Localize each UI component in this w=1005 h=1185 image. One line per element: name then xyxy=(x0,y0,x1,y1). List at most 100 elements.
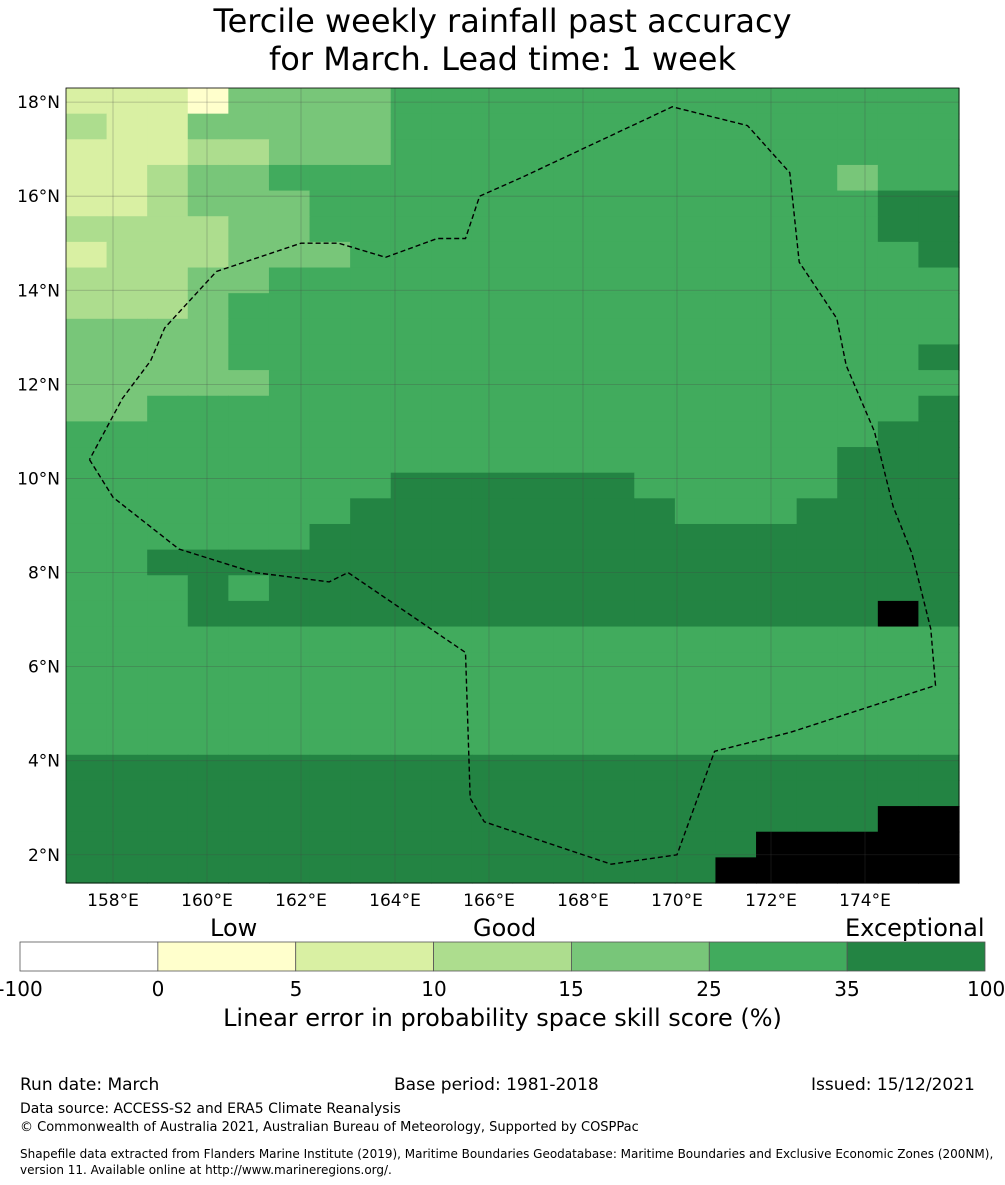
skill-cell xyxy=(309,88,351,115)
skill-cell xyxy=(147,190,189,217)
skill-cell xyxy=(66,523,108,551)
skill-cell xyxy=(715,677,757,705)
skill-cell xyxy=(877,472,920,499)
skill-cell xyxy=(471,190,514,217)
skill-cell xyxy=(634,575,676,602)
skill-cell xyxy=(309,600,351,628)
skill-cell xyxy=(796,806,838,833)
skill-cell xyxy=(228,652,270,679)
skill-cell xyxy=(715,652,757,679)
skill-cell xyxy=(877,780,920,807)
title-line-2: for March. Lead time: 1 week xyxy=(269,40,736,78)
skill-cell xyxy=(147,523,189,551)
skill-cell xyxy=(309,447,351,474)
skill-cell xyxy=(918,267,960,294)
skill-cell xyxy=(106,88,148,115)
skill-cell xyxy=(147,139,189,166)
skill-cell xyxy=(309,139,351,166)
skill-cell xyxy=(390,88,432,115)
legend-tick: 5 xyxy=(289,977,303,1001)
skill-cell xyxy=(431,267,473,294)
skill-cell xyxy=(796,293,838,320)
skill-cell xyxy=(796,549,838,576)
skill-cell xyxy=(674,113,717,140)
skill-cell xyxy=(187,318,229,346)
skill-cell xyxy=(66,241,108,269)
skill-cell xyxy=(674,447,717,474)
skill-cell xyxy=(268,216,311,243)
skill-cell xyxy=(796,575,838,602)
skill-cell xyxy=(147,729,189,756)
skill-cell xyxy=(593,139,635,166)
skill-cell xyxy=(187,164,229,192)
skill-cell xyxy=(268,447,311,474)
skill-cell xyxy=(187,472,229,499)
skill-cell xyxy=(877,113,920,140)
skill-cell xyxy=(147,652,189,679)
skill-cell xyxy=(634,677,676,705)
skill-cell xyxy=(66,549,108,576)
skill-cell xyxy=(756,498,798,525)
skill-cell xyxy=(390,293,432,320)
skill-cell xyxy=(634,703,676,730)
longitude-tick-label: 168°E xyxy=(557,891,609,911)
skill-cell xyxy=(715,216,757,243)
skill-cell xyxy=(350,370,392,397)
skill-cell xyxy=(187,575,229,602)
skill-cell xyxy=(634,267,676,294)
skill-cell xyxy=(471,395,514,422)
skill-cell xyxy=(837,113,879,140)
skill-cell xyxy=(106,395,148,422)
skill-cell xyxy=(390,498,432,525)
legend-tick: 25 xyxy=(696,977,722,1001)
skill-cell xyxy=(553,113,595,140)
skill-cell xyxy=(918,164,960,192)
skill-cell xyxy=(715,729,757,756)
skill-cell xyxy=(593,164,635,192)
skill-cell xyxy=(147,600,189,628)
skill-cell xyxy=(553,780,595,807)
skill-cell xyxy=(553,857,595,884)
skill-cell xyxy=(228,421,270,448)
skill-cell xyxy=(66,395,108,422)
skill-cell xyxy=(187,703,229,730)
skill-cell xyxy=(756,806,798,833)
skill-cell xyxy=(106,472,148,499)
skill-cell xyxy=(268,318,311,346)
map-frame xyxy=(65,87,960,884)
skill-cell xyxy=(674,88,717,115)
data-source: Data source: ACCESS-S2 and ERA5 Climate … xyxy=(20,1101,401,1117)
skill-cell xyxy=(634,421,676,448)
skill-cell xyxy=(877,395,920,422)
skill-cell xyxy=(147,472,189,499)
skill-cell xyxy=(796,216,838,243)
skill-cell xyxy=(877,549,920,576)
legend-label-exceptional: Exceptional xyxy=(845,914,985,942)
skill-cell xyxy=(918,575,960,602)
skill-cell xyxy=(512,806,554,833)
skill-cell xyxy=(390,729,432,756)
skill-cell xyxy=(512,395,554,422)
skill-cell xyxy=(309,190,351,217)
skill-cell xyxy=(634,600,676,628)
legend-swatch xyxy=(157,941,297,972)
skill-cell xyxy=(390,600,432,628)
latitude-tick-labels: 18°N 16°N 14°N 12°N 10°N 8°N 6°N 4°N 2°N xyxy=(17,93,60,866)
longitude-tick-label: 162°E xyxy=(275,891,327,911)
skill-cell xyxy=(147,216,189,243)
skill-cell xyxy=(350,806,392,833)
skill-cell xyxy=(837,344,879,371)
skill-cell xyxy=(147,575,189,602)
skill-cell xyxy=(147,318,189,346)
skill-cell xyxy=(512,190,554,217)
skill-cell xyxy=(147,703,189,730)
skill-cell xyxy=(674,318,717,346)
skill-cell xyxy=(431,241,473,269)
skill-cell xyxy=(309,652,351,679)
skill-cell xyxy=(187,241,229,269)
skill-cell xyxy=(350,523,392,551)
skill-cell xyxy=(715,370,757,397)
skill-cell xyxy=(634,472,676,499)
skill-cell xyxy=(756,626,798,653)
skill-cell xyxy=(106,857,148,884)
